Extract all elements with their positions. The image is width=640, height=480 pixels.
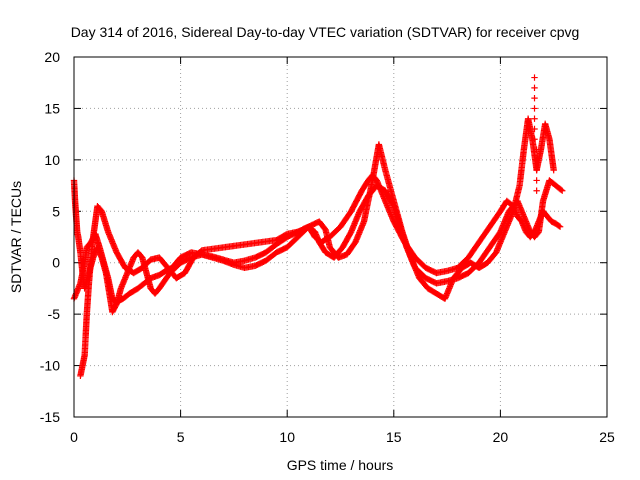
- data-point: [531, 74, 538, 81]
- data-point: [531, 136, 538, 143]
- x-tick-label: 0: [70, 429, 78, 445]
- data-point-trace: [555, 222, 563, 230]
- y-tick-label: 0: [52, 255, 60, 271]
- y-tick-label: 15: [44, 100, 60, 116]
- x-tick-label: 10: [279, 429, 295, 445]
- y-axis-label: SDTVAR / TECUs: [8, 181, 24, 293]
- y-tick-label: 5: [52, 203, 60, 219]
- data-point: [533, 187, 540, 194]
- axis-ticks: 0 5 10 15 20 25 -15 -10 -5 0 5 10 15 20: [40, 49, 615, 445]
- data-point: [556, 223, 564, 230]
- data-point: [559, 187, 566, 194]
- x-axis-label: GPS time / hours: [287, 457, 394, 473]
- x-tick-label: 15: [386, 429, 402, 445]
- data-point: [533, 156, 540, 164]
- y-tick-label: 10: [44, 152, 60, 168]
- x-tick-label: 5: [177, 429, 185, 445]
- data-point: [531, 125, 538, 133]
- data-points: [70, 74, 566, 380]
- data-point: [533, 166, 540, 174]
- chart-title: Day 314 of 2016, Sidereal Day-to-day VTE…: [71, 24, 580, 40]
- data-point: [531, 84, 538, 92]
- y-tick-label: -15: [40, 409, 60, 425]
- plot-frame: [73, 56, 608, 418]
- data-point: [531, 115, 538, 122]
- y-tick-label: -10: [40, 358, 60, 374]
- data-point: [550, 166, 557, 174]
- data-point: [531, 94, 538, 102]
- y-tick-label: -5: [48, 306, 61, 322]
- data-point-trace: [557, 186, 565, 194]
- data-point: [533, 146, 540, 153]
- y-tick-label: 20: [44, 49, 60, 65]
- data-point: [533, 177, 540, 184]
- data-point: [531, 105, 538, 112]
- x-tick-label: 25: [599, 429, 615, 445]
- x-tick-label: 20: [493, 429, 509, 445]
